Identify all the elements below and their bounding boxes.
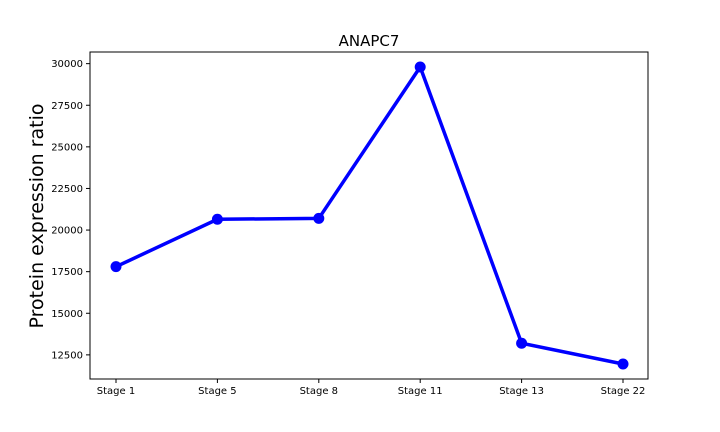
y-axis: 12500 15000 17500 20000 22500 25000 27500 30000 [51,59,90,361]
y-tick-label: 27500 [51,101,83,112]
x-tick-label: Stage 1 [97,386,135,397]
plot-frame [89,51,649,380]
x-tick-label: Stage 8 [300,386,338,397]
data-point [414,61,426,73]
series-line [115,63,624,366]
y-tick-label: 12500 [51,350,83,361]
y-axis-label: Protein expression ratio [26,104,48,329]
chart-title: ANAPC7 [339,32,400,50]
y-tick-label: 15000 [51,309,83,320]
y-tick-label: 20000 [51,226,83,237]
x-tick-label: Stage 11 [398,386,443,397]
y-tick-label: 22500 [51,184,83,195]
x-axis: Stage 1 Stage 5 Stage 8 Stage 11 Stage 13 Sta… [97,379,646,397]
y-tick-label: 25000 [51,142,83,153]
x-tick-label: Stage 13 [499,386,544,397]
x-tick-label: Stage 5 [198,386,236,397]
data-point [211,213,223,225]
data-point [313,212,325,224]
y-tick-label: 17500 [51,267,83,278]
data-point [516,337,528,349]
x-tick-label: Stage 22 [601,386,646,397]
data-point [617,358,629,370]
data-point [110,261,122,273]
series-layer [110,61,629,370]
y-tick-label: 30000 [51,59,83,70]
